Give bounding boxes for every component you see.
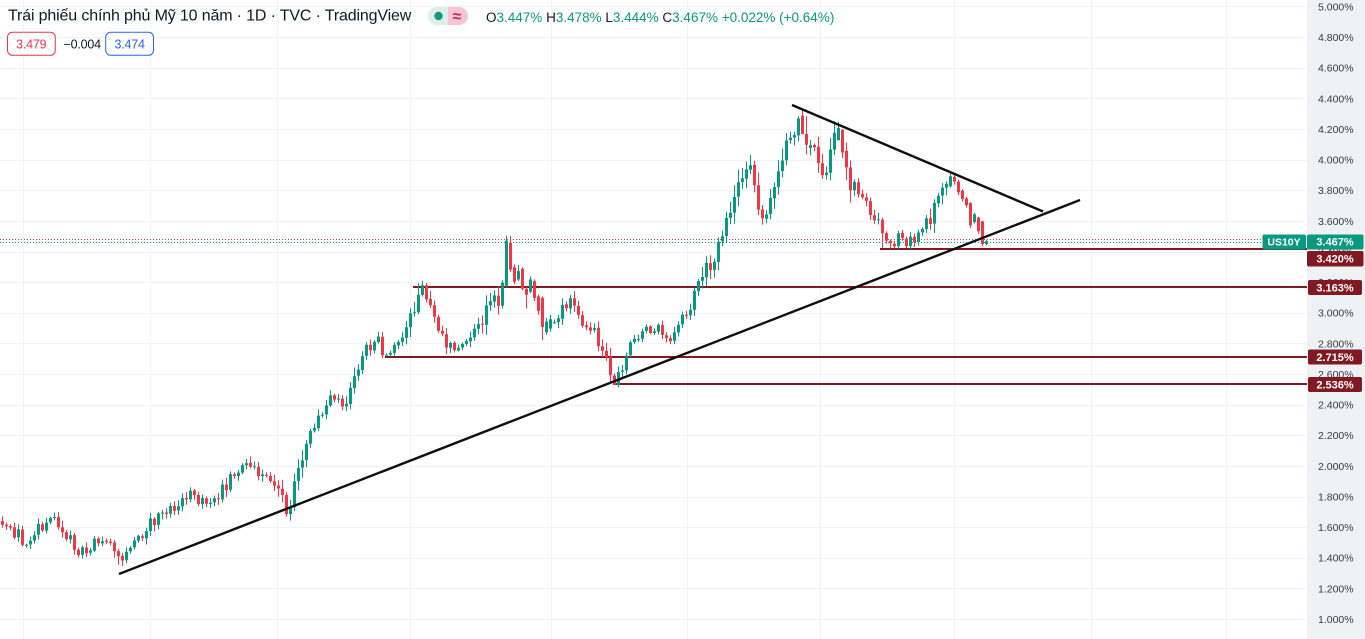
svg-text:3.800%: 3.800% xyxy=(1318,185,1354,197)
svg-text:3.467%: 3.467% xyxy=(1316,237,1354,249)
svg-text:1.000%: 1.000% xyxy=(1318,614,1354,626)
svg-text:5.000%: 5.000% xyxy=(1318,2,1354,14)
svg-text:1.200%: 1.200% xyxy=(1318,583,1354,595)
svg-text:3.163%: 3.163% xyxy=(1316,283,1354,295)
svg-text:1.800%: 1.800% xyxy=(1318,492,1354,504)
svg-text:3.420%: 3.420% xyxy=(1316,254,1354,266)
svg-text:2.400%: 2.400% xyxy=(1318,400,1354,412)
svg-text:−0.004: −0.004 xyxy=(64,37,102,51)
svg-text:US10Y: US10Y xyxy=(1267,237,1300,249)
svg-text:4.800%: 4.800% xyxy=(1318,32,1354,44)
svg-text:2.000%: 2.000% xyxy=(1318,461,1354,473)
svg-text:3.600%: 3.600% xyxy=(1318,216,1354,228)
svg-text:3.474: 3.474 xyxy=(114,37,145,51)
svg-text:4.000%: 4.000% xyxy=(1318,155,1354,167)
svg-text:3.000%: 3.000% xyxy=(1318,308,1354,320)
svg-text:Trái phiếu chính phủ Mỹ 10 năm: Trái phiếu chính phủ Mỹ 10 năm · 1D · TV… xyxy=(8,8,412,25)
svg-text:2.536%: 2.536% xyxy=(1316,380,1354,392)
svg-text:4.400%: 4.400% xyxy=(1318,93,1354,105)
svg-text:≈: ≈ xyxy=(453,9,462,26)
svg-text:2.800%: 2.800% xyxy=(1318,338,1354,350)
svg-text:3.479: 3.479 xyxy=(16,37,47,51)
svg-text:1.600%: 1.600% xyxy=(1318,522,1354,534)
svg-text:O3.447% H3.478% L3.444% C3.467: O3.447% H3.478% L3.444% C3.467% +0.022% … xyxy=(486,10,834,25)
svg-text:2.715%: 2.715% xyxy=(1316,352,1354,364)
svg-text:4.200%: 4.200% xyxy=(1318,124,1354,136)
svg-text:4.600%: 4.600% xyxy=(1318,63,1354,75)
svg-text:1.400%: 1.400% xyxy=(1318,553,1354,565)
svg-text:2.200%: 2.200% xyxy=(1318,430,1354,442)
